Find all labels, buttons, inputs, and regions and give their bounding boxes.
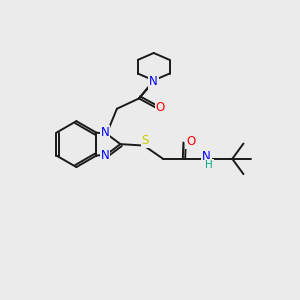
Text: S: S xyxy=(142,134,149,147)
Text: O: O xyxy=(156,101,165,114)
Text: N: N xyxy=(101,126,110,139)
Text: N: N xyxy=(202,150,211,163)
Text: N: N xyxy=(101,149,110,162)
Text: O: O xyxy=(186,135,196,148)
Text: N: N xyxy=(149,75,158,88)
Text: H: H xyxy=(206,160,213,170)
